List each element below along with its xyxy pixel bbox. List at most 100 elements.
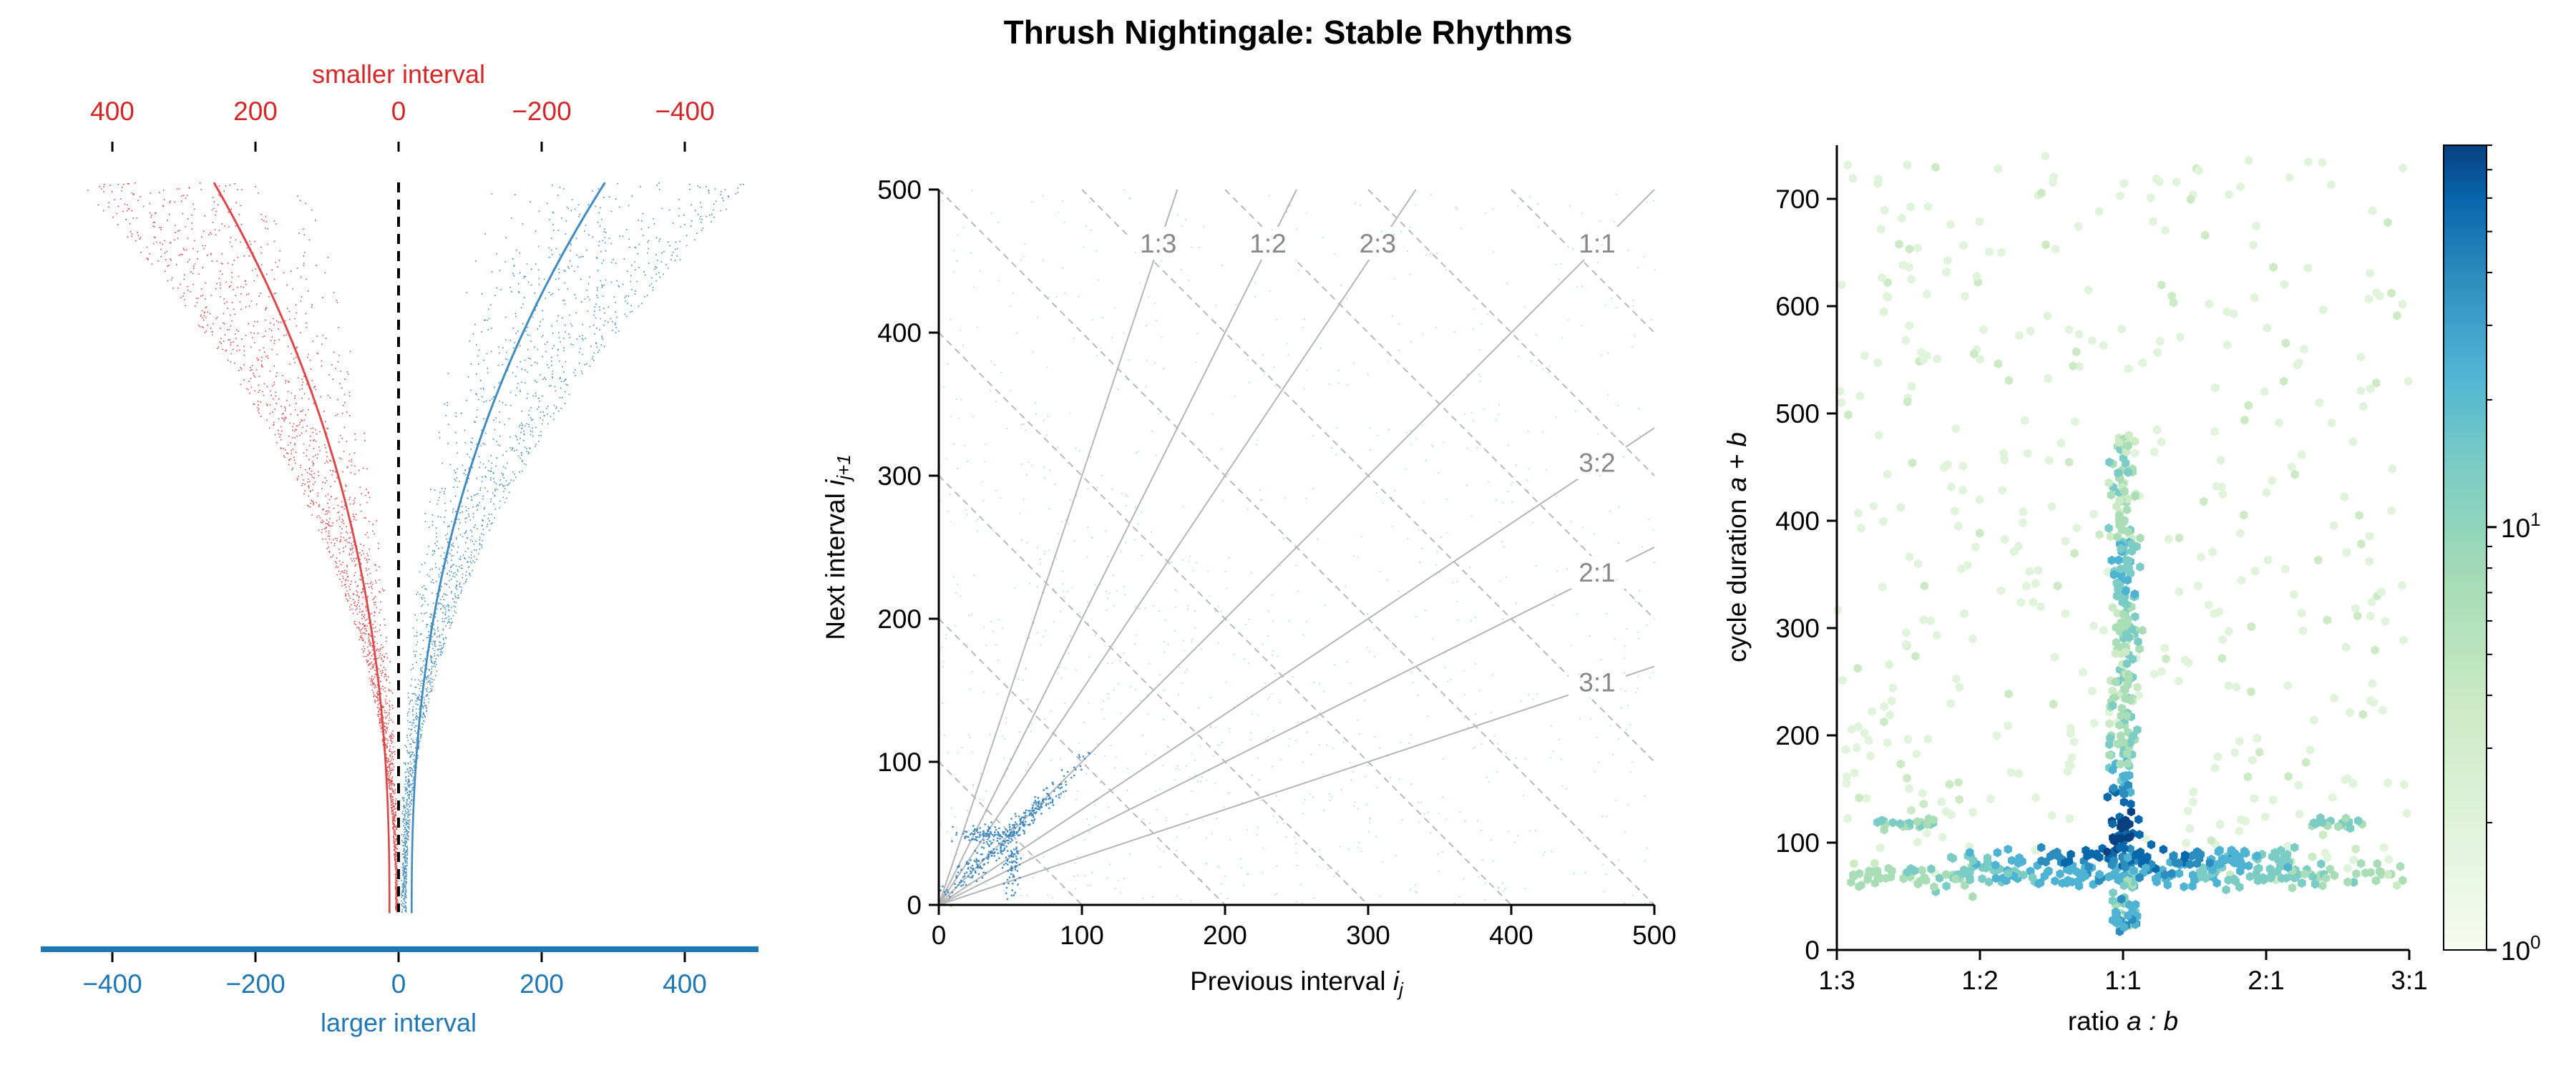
- x-axis-label: Previous interval ij: [1190, 966, 1404, 1000]
- hex-cell: [1938, 833, 1947, 842]
- hex-cell: [1868, 867, 1877, 877]
- hex-cell: [1961, 881, 1969, 891]
- y-tick-label: 400: [877, 318, 922, 348]
- hex-cell: [1905, 263, 1913, 272]
- hex-cell: [2105, 740, 2114, 750]
- hex-cell: [1926, 616, 1935, 626]
- hex-cell: [2044, 373, 2052, 383]
- hex-cell: [2393, 310, 2401, 320]
- hex-cell: [2353, 611, 2362, 621]
- hex-cell: [2014, 768, 2023, 778]
- hex-cell: [2119, 922, 2128, 932]
- hex-cell: [2104, 478, 2113, 488]
- hex-cell: [2244, 401, 2253, 411]
- ratio-label: 1:3: [1140, 229, 1176, 258]
- hex-cell: [2115, 437, 2124, 447]
- hex-cell: [1903, 160, 1912, 170]
- hex-cell: [2243, 772, 2253, 782]
- hex-cell: [1908, 381, 1916, 391]
- hex-cell: [2250, 293, 2259, 303]
- hex-cell: [2070, 737, 2079, 747]
- deviation-points: [87, 182, 744, 913]
- ratio-line: [938, 427, 1655, 906]
- x-ticks: 1:3 1:2 1:1 2:1 3:1: [1818, 950, 2428, 995]
- hex-cell: [2213, 752, 2222, 762]
- hex-cell: [2124, 467, 2132, 477]
- hex-cell: [2072, 347, 2081, 357]
- hex-cell: [2077, 873, 2085, 883]
- hex-cell: [1937, 797, 1946, 807]
- hex-cell: [2118, 525, 2127, 534]
- hex-cell: [1883, 293, 1892, 303]
- ratio-label-bg: [1129, 227, 1187, 260]
- hex-cell: [1927, 864, 1936, 874]
- hex-cell: [2026, 567, 2034, 577]
- hex-cell: [2123, 748, 2132, 758]
- hex-cell: [2322, 873, 2331, 883]
- hex-cell: [2343, 863, 2352, 873]
- hex-cell: [2019, 518, 2027, 528]
- hex-cell: [2371, 645, 2379, 655]
- y-tick-label: 500: [1775, 399, 1820, 428]
- hex-cell: [1905, 320, 1913, 330]
- hex-cell: [2109, 765, 2117, 775]
- hex-cell: [2061, 536, 2069, 546]
- hex-cell: [2249, 240, 2258, 250]
- hex-cell: [2175, 868, 2183, 878]
- hex-cell: [2124, 911, 2132, 921]
- hex-cell: [1947, 482, 1956, 492]
- hex-cell: [2235, 826, 2244, 836]
- hex-cell: [2225, 627, 2233, 636]
- hex-cell: [1842, 778, 1851, 788]
- hex-cell: [2129, 731, 2137, 741]
- hex-cell: [2205, 858, 2214, 868]
- hex-cell: [1919, 799, 1928, 809]
- hex-cell: [2126, 695, 2135, 705]
- hex-cell: [2127, 799, 2135, 809]
- hex-cell: [1930, 882, 1938, 892]
- hex-cell: [2135, 690, 2143, 700]
- hex-cell: [2053, 581, 2062, 591]
- bottom-tick-label: 400: [663, 969, 707, 999]
- hex-cell: [2290, 843, 2299, 853]
- hex-cell: [2298, 878, 2306, 888]
- hex-cell: [2247, 687, 2255, 697]
- hex-cell: [2108, 819, 2117, 829]
- hex-cell: [2215, 859, 2225, 869]
- hex-cell: [2162, 654, 2170, 664]
- hex-cell: [1860, 728, 1869, 738]
- hex-cell: [2135, 830, 2144, 840]
- hex-cell: [2207, 836, 2215, 846]
- hex-cell: [1848, 724, 1856, 734]
- hex-cell: [2047, 501, 2056, 511]
- hex-cell: [2364, 294, 2373, 304]
- hex-cell: [2074, 222, 2083, 232]
- hex-cell: [2253, 733, 2261, 743]
- hex-cell: [2255, 748, 2264, 757]
- hex-cell: [2215, 607, 2223, 617]
- hex-cell: [1875, 430, 1883, 440]
- hex-cell: [1961, 291, 1969, 301]
- hex-cell: [2034, 565, 2043, 575]
- hex-cell: [2240, 510, 2248, 520]
- hex-cell: [2224, 680, 2233, 690]
- hex-cell: [2037, 843, 2046, 853]
- hex-cell: [2135, 873, 2144, 883]
- hex-cell: [1903, 735, 1912, 745]
- hex-cell: [2275, 418, 2283, 428]
- hex-cell: [2130, 589, 2139, 599]
- hex-cell: [2103, 847, 2112, 857]
- hex-cell: [2260, 387, 2269, 396]
- hex-cell: [2150, 447, 2159, 457]
- hex-cell: [2208, 547, 2217, 557]
- hex-cell: [2353, 815, 2363, 825]
- hex-cell: [2358, 710, 2368, 720]
- hex-cell: [1946, 699, 1955, 709]
- hex-cell: [2138, 358, 2147, 368]
- hex-cell: [2122, 458, 2130, 468]
- y-tick-label: 100: [877, 748, 922, 777]
- hex-cell: [2131, 612, 2140, 622]
- hex-cell: [2095, 869, 2104, 879]
- hex-cell: [1929, 815, 1938, 825]
